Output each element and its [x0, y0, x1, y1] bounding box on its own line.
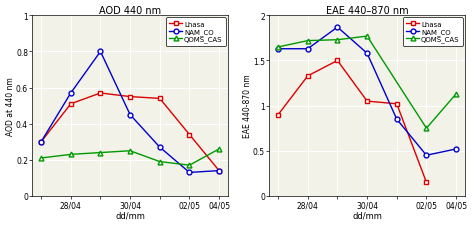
Lhasa [157, 98, 163, 100]
QOMS_CAS [157, 160, 163, 163]
NAM_CO [453, 148, 459, 151]
Legend: Lhasa, NAM_CO, QOMS_CAS: Lhasa, NAM_CO, QOMS_CAS [166, 18, 226, 47]
QOMS_CAS [127, 150, 133, 152]
Lhasa [424, 181, 429, 184]
Lhasa [394, 103, 400, 106]
QOMS_CAS [98, 151, 103, 154]
Lhasa [364, 100, 370, 103]
QOMS_CAS [335, 39, 340, 42]
NAM_CO [216, 169, 222, 172]
Legend: Lhasa, NAM_CO, QOMS_CAS: Lhasa, NAM_CO, QOMS_CAS [403, 18, 463, 47]
Line: QOMS_CAS: QOMS_CAS [39, 147, 221, 168]
QOMS_CAS [305, 40, 310, 43]
NAM_CO [424, 154, 429, 157]
QOMS_CAS [364, 36, 370, 38]
NAM_CO [335, 27, 340, 29]
QOMS_CAS [216, 148, 222, 151]
Title: EAE 440–870 nm: EAE 440–870 nm [326, 6, 409, 16]
Lhasa [187, 134, 192, 136]
Lhasa [335, 60, 340, 63]
Line: NAM_CO: NAM_CO [39, 50, 221, 175]
QOMS_CAS [424, 127, 429, 130]
Lhasa [275, 114, 281, 117]
Y-axis label: AOD at 440 nm: AOD at 440 nm [6, 77, 15, 135]
X-axis label: dd/mm: dd/mm [352, 211, 382, 219]
NAM_CO [127, 114, 133, 117]
NAM_CO [98, 51, 103, 54]
Line: Lhasa: Lhasa [39, 91, 221, 173]
Y-axis label: EAE 440-870 nm: EAE 440-870 nm [243, 74, 252, 138]
QOMS_CAS [453, 93, 459, 96]
NAM_CO [68, 92, 73, 95]
Lhasa [305, 75, 310, 78]
Title: AOD 440 nm: AOD 440 nm [99, 6, 161, 16]
Lhasa [127, 96, 133, 99]
X-axis label: dd/mm: dd/mm [115, 211, 145, 219]
Lhasa [68, 103, 73, 106]
Lhasa [98, 92, 103, 95]
Line: QOMS_CAS: QOMS_CAS [276, 34, 458, 131]
NAM_CO [157, 146, 163, 149]
Lhasa [38, 141, 44, 144]
NAM_CO [364, 53, 370, 55]
NAM_CO [275, 48, 281, 51]
QOMS_CAS [68, 153, 73, 156]
QOMS_CAS [187, 164, 192, 167]
NAM_CO [305, 48, 310, 51]
NAM_CO [38, 141, 44, 144]
Lhasa [216, 169, 222, 172]
NAM_CO [394, 118, 400, 121]
NAM_CO [187, 171, 192, 174]
Line: NAM_CO: NAM_CO [276, 25, 458, 158]
QOMS_CAS [275, 46, 281, 49]
Line: Lhasa: Lhasa [276, 59, 429, 185]
QOMS_CAS [38, 157, 44, 160]
